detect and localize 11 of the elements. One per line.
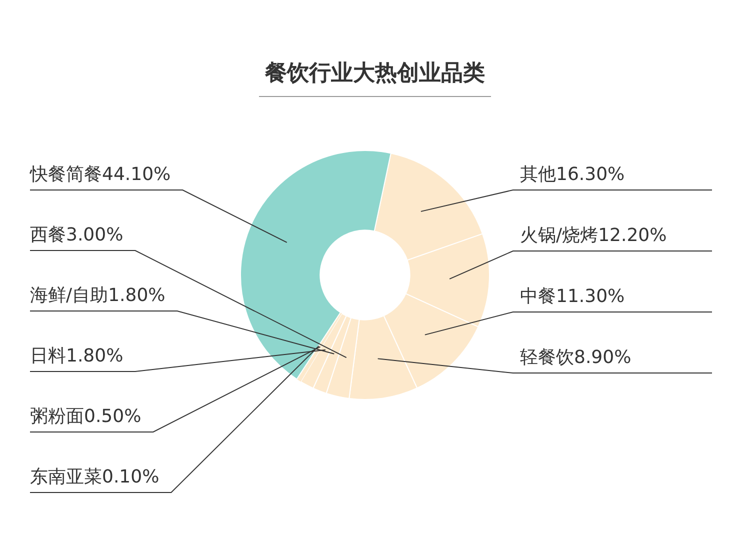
slice-label: 轻餐饮8.90% <box>520 347 632 368</box>
slice-label: 日料1.80% <box>30 346 124 366</box>
slice-label: 其他16.30% <box>520 164 625 185</box>
slice-label: 中餐11.30% <box>520 286 625 307</box>
slice-label: 粥粉面0.50% <box>30 406 142 427</box>
slice-label: 快餐简餐44.10% <box>29 164 171 185</box>
slice-label: 火锅/烧烤12.20% <box>520 225 667 246</box>
slice-label: 海鲜/自助1.80% <box>30 285 166 306</box>
chart-title: 餐饮行业大热创业品类 <box>259 58 491 97</box>
slice-label: 西餐3.00% <box>30 224 124 246</box>
slice-label: 东南亚菜0.10% <box>30 466 160 488</box>
